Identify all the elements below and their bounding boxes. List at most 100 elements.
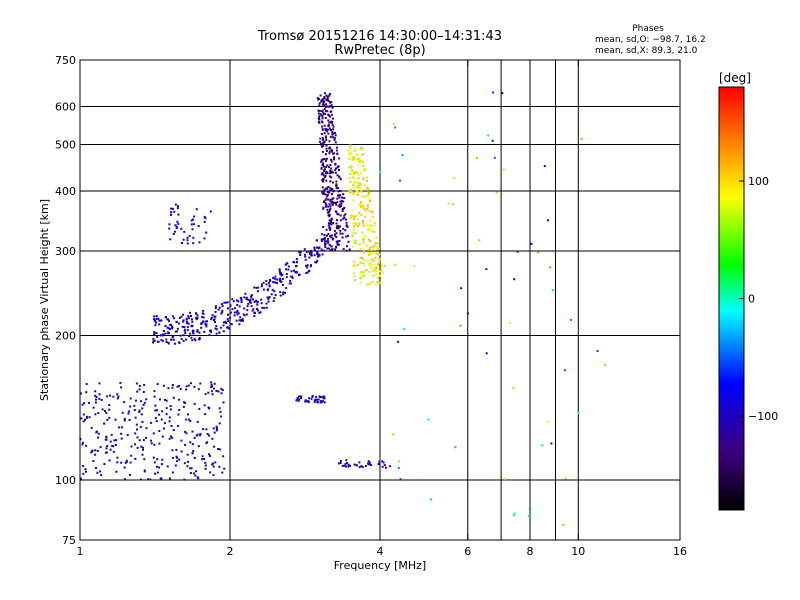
data-point	[117, 395, 120, 398]
data-point	[353, 225, 356, 228]
data-point	[164, 422, 166, 425]
data-point	[547, 421, 550, 424]
colorbar-ticks: 100 0 −100	[739, 175, 778, 423]
data-point	[326, 208, 329, 211]
data-point	[352, 184, 355, 187]
data-point	[379, 170, 382, 173]
data-point	[276, 282, 279, 285]
data-point	[193, 215, 196, 218]
data-point	[324, 174, 327, 177]
data-point	[335, 240, 338, 243]
data-point	[325, 228, 328, 231]
data-point	[307, 400, 310, 402]
data-point	[251, 309, 254, 312]
data-point	[180, 450, 183, 453]
data-point	[177, 205, 179, 208]
data-point	[350, 166, 353, 169]
data-point	[201, 316, 204, 318]
data-point	[159, 319, 162, 322]
data-point	[296, 398, 299, 401]
data-point	[279, 278, 282, 281]
data-point	[313, 400, 316, 403]
data-point	[371, 225, 373, 227]
data-point	[342, 193, 345, 196]
data-point	[278, 268, 281, 271]
x-tick-label: 1	[77, 545, 84, 558]
data-point	[168, 331, 171, 334]
data-point	[183, 462, 186, 465]
data-point	[109, 440, 112, 443]
data-point	[329, 129, 332, 131]
y-tick-label: 300	[55, 245, 76, 258]
data-point	[171, 471, 174, 474]
data-point	[187, 384, 190, 387]
data-point	[326, 128, 329, 131]
data-point	[377, 463, 380, 466]
data-point	[156, 409, 158, 412]
data-point	[178, 458, 181, 461]
data-point	[359, 172, 362, 175]
data-point	[329, 169, 332, 172]
data-point	[350, 190, 353, 193]
data-point	[358, 157, 361, 160]
data-point	[231, 298, 234, 301]
data-point	[103, 422, 106, 425]
data-point	[321, 121, 324, 124]
data-point	[327, 211, 330, 214]
data-point	[328, 247, 330, 250]
data-point	[369, 219, 372, 222]
data-point	[105, 435, 108, 438]
data-point	[329, 164, 332, 166]
data-point	[367, 203, 369, 206]
data-point	[150, 442, 153, 445]
data-point	[320, 240, 323, 243]
data-point	[339, 194, 342, 197]
data-point	[272, 299, 275, 302]
chart-subtitle: RwPretec (8p)	[334, 43, 425, 58]
data-point	[214, 307, 217, 310]
data-point	[113, 439, 116, 442]
data-point	[229, 311, 232, 314]
data-point	[339, 200, 342, 203]
data-point	[154, 472, 157, 475]
data-point	[333, 136, 336, 139]
data-point	[108, 459, 111, 462]
data-point	[189, 441, 192, 444]
data-point	[85, 391, 88, 394]
data-point	[174, 464, 177, 467]
data-point	[382, 272, 385, 275]
data-point	[171, 327, 174, 330]
data-point	[345, 224, 348, 227]
data-point	[176, 460, 179, 463]
data-point	[337, 227, 340, 230]
data-point	[348, 152, 351, 154]
data-point	[139, 425, 142, 428]
data-point	[245, 296, 248, 299]
data-point	[356, 193, 359, 196]
data-point	[189, 420, 192, 422]
data-point	[328, 209, 331, 212]
data-point	[580, 137, 583, 140]
data-point	[373, 268, 376, 271]
data-point	[273, 281, 276, 284]
data-point	[358, 243, 361, 246]
data-point	[164, 324, 167, 327]
data-point	[373, 263, 376, 266]
data-point	[281, 284, 284, 286]
data-point	[362, 238, 365, 240]
data-point	[319, 113, 322, 116]
data-point	[196, 329, 199, 332]
data-point	[222, 324, 225, 327]
data-point	[213, 382, 216, 385]
data-point	[295, 258, 298, 260]
data-point	[358, 161, 361, 164]
data-point	[295, 261, 298, 264]
data-point	[345, 249, 348, 252]
data-point	[335, 226, 338, 229]
data-point	[360, 213, 363, 216]
data-point	[328, 140, 331, 143]
data-point	[369, 224, 372, 227]
data-point	[325, 103, 327, 106]
data-point	[332, 125, 335, 128]
data-point	[97, 436, 100, 439]
